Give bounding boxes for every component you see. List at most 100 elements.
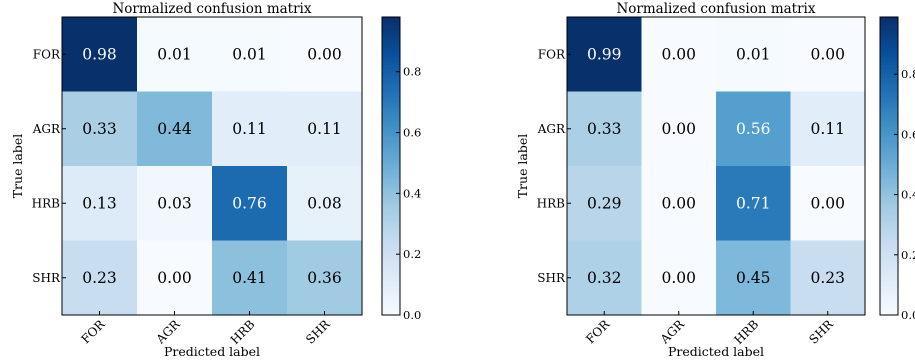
- cell-hrb-agr: [137, 166, 213, 241]
- colorbar-segment: [880, 265, 898, 269]
- colorbar-tick-label: 0.2: [403, 247, 421, 261]
- colorbar-segment: [880, 240, 898, 244]
- colorbar-segment: [382, 151, 400, 155]
- colorbar-segment: [880, 185, 898, 189]
- cell-value-label: 0.00: [810, 194, 845, 212]
- cell-for-agr: [641, 17, 717, 92]
- colorbar-segment: [382, 277, 400, 281]
- x-tick-label-agr: AGR: [657, 317, 688, 348]
- colorbar-segment: [382, 101, 400, 105]
- colorbar-segment: [382, 307, 400, 311]
- colorbar-segment: [382, 185, 400, 189]
- cell-agr-for: [62, 91, 138, 167]
- colorbar-segment: [880, 61, 898, 65]
- x-tick-label-for: FOR: [78, 317, 108, 347]
- colorbar-segment: [880, 277, 898, 281]
- cell-value-label: 0.01: [736, 45, 771, 63]
- colorbar-tick-label: 0.4: [901, 188, 915, 202]
- colorbar-segment: [382, 148, 400, 152]
- colorbar-segment: [382, 131, 400, 135]
- colorbar-segment: [382, 44, 400, 48]
- cell-value-label: 0.03: [157, 194, 192, 212]
- colorbar-segment: [880, 205, 898, 209]
- colorbar-segment: [880, 148, 898, 152]
- colorbar-segment: [880, 262, 898, 266]
- colorbar-segment: [382, 290, 400, 294]
- colorbar-frame: [381, 16, 401, 316]
- colorbar-segment: [382, 287, 400, 291]
- colorbar-segment: [382, 312, 400, 316]
- colorbar-segment: [382, 242, 400, 247]
- colorbar-segment: [382, 180, 400, 184]
- colorbar-segment: [382, 233, 400, 237]
- colorbar-segment: [880, 300, 898, 304]
- colorbar-segment: [880, 257, 898, 261]
- y-tick-label-for: FOR: [538, 47, 566, 61]
- colorbar-segment: [382, 29, 400, 33]
- cell-agr-for: [567, 91, 642, 167]
- colorbar-segment: [382, 218, 400, 222]
- cell-value-label: 0.00: [810, 45, 845, 63]
- colorbar-segment: [880, 17, 898, 21]
- colorbar-segment: [880, 190, 898, 194]
- colorbar-segment: [382, 220, 400, 224]
- colorbar-segment: [880, 242, 898, 247]
- cell-for-hrb: [212, 17, 288, 92]
- colorbar-segment: [880, 210, 898, 214]
- colorbar-segment: [382, 200, 400, 204]
- cell-agr-hrb: [212, 91, 288, 167]
- cell-value-label: 0.00: [661, 269, 696, 287]
- colorbar-tick-label: 0.6: [403, 126, 421, 140]
- colorbar-segment: [382, 31, 400, 35]
- colorbar-segment: [880, 255, 898, 259]
- x-axis-label: Predicted label: [668, 344, 764, 359]
- colorbar-segment: [880, 178, 898, 182]
- colorbar-segment: [382, 230, 400, 234]
- colorbar-segment: [382, 183, 400, 187]
- plot-frame: [566, 16, 866, 316]
- x-tick-label-hrb: HRB: [228, 317, 258, 347]
- colorbar-segment: [880, 131, 898, 135]
- colorbar-segment: [880, 213, 898, 217]
- colorbar-segment: [880, 31, 898, 35]
- cell-value-label: 0.01: [232, 45, 267, 63]
- colorbar-segment: [880, 89, 898, 93]
- colorbar-segment: [880, 302, 898, 306]
- colorbar-segment: [880, 86, 898, 90]
- colorbar-segment: [382, 193, 400, 197]
- colorbar-segment: [880, 46, 898, 50]
- colorbar-segment: [382, 168, 400, 172]
- colorbar-segment: [880, 228, 898, 232]
- cell-hrb-shr: [287, 166, 363, 241]
- cell-value-label: 0.41: [232, 269, 267, 287]
- cell-for-shr: [790, 17, 866, 92]
- colorbar-segment: [382, 96, 400, 100]
- y-tick-label-shr: SHR: [32, 271, 61, 285]
- colorbar-segment: [880, 166, 898, 170]
- x-tick-label-for: FOR: [583, 317, 613, 347]
- colorbar-segment: [880, 230, 898, 234]
- colorbar-segment: [382, 161, 400, 165]
- colorbar-segment: [880, 275, 898, 279]
- colorbar-segment: [382, 255, 400, 259]
- colorbar-segment: [880, 292, 898, 296]
- colorbar-segment: [880, 84, 898, 88]
- colorbar-segment: [880, 71, 898, 75]
- colorbar-segment: [382, 86, 400, 90]
- colorbar-segment: [382, 205, 400, 209]
- colorbar-segment: [880, 151, 898, 155]
- colorbar-segment: [382, 126, 400, 130]
- colorbar-segment: [880, 290, 898, 294]
- colorbar-segment: [880, 136, 898, 140]
- colorbar-tick-label: 0.0: [403, 308, 421, 322]
- colorbar-segment: [880, 69, 898, 73]
- y-tick-label-hrb: HRB: [32, 196, 61, 210]
- cell-value-label: 0.00: [157, 269, 192, 287]
- colorbar-segment: [382, 215, 400, 219]
- colorbar-segment: [382, 310, 400, 314]
- colorbar-segment: [880, 252, 898, 256]
- colorbar-segment: [382, 61, 400, 65]
- colorbar-segment: [880, 101, 898, 105]
- colorbar-segment: [382, 265, 400, 269]
